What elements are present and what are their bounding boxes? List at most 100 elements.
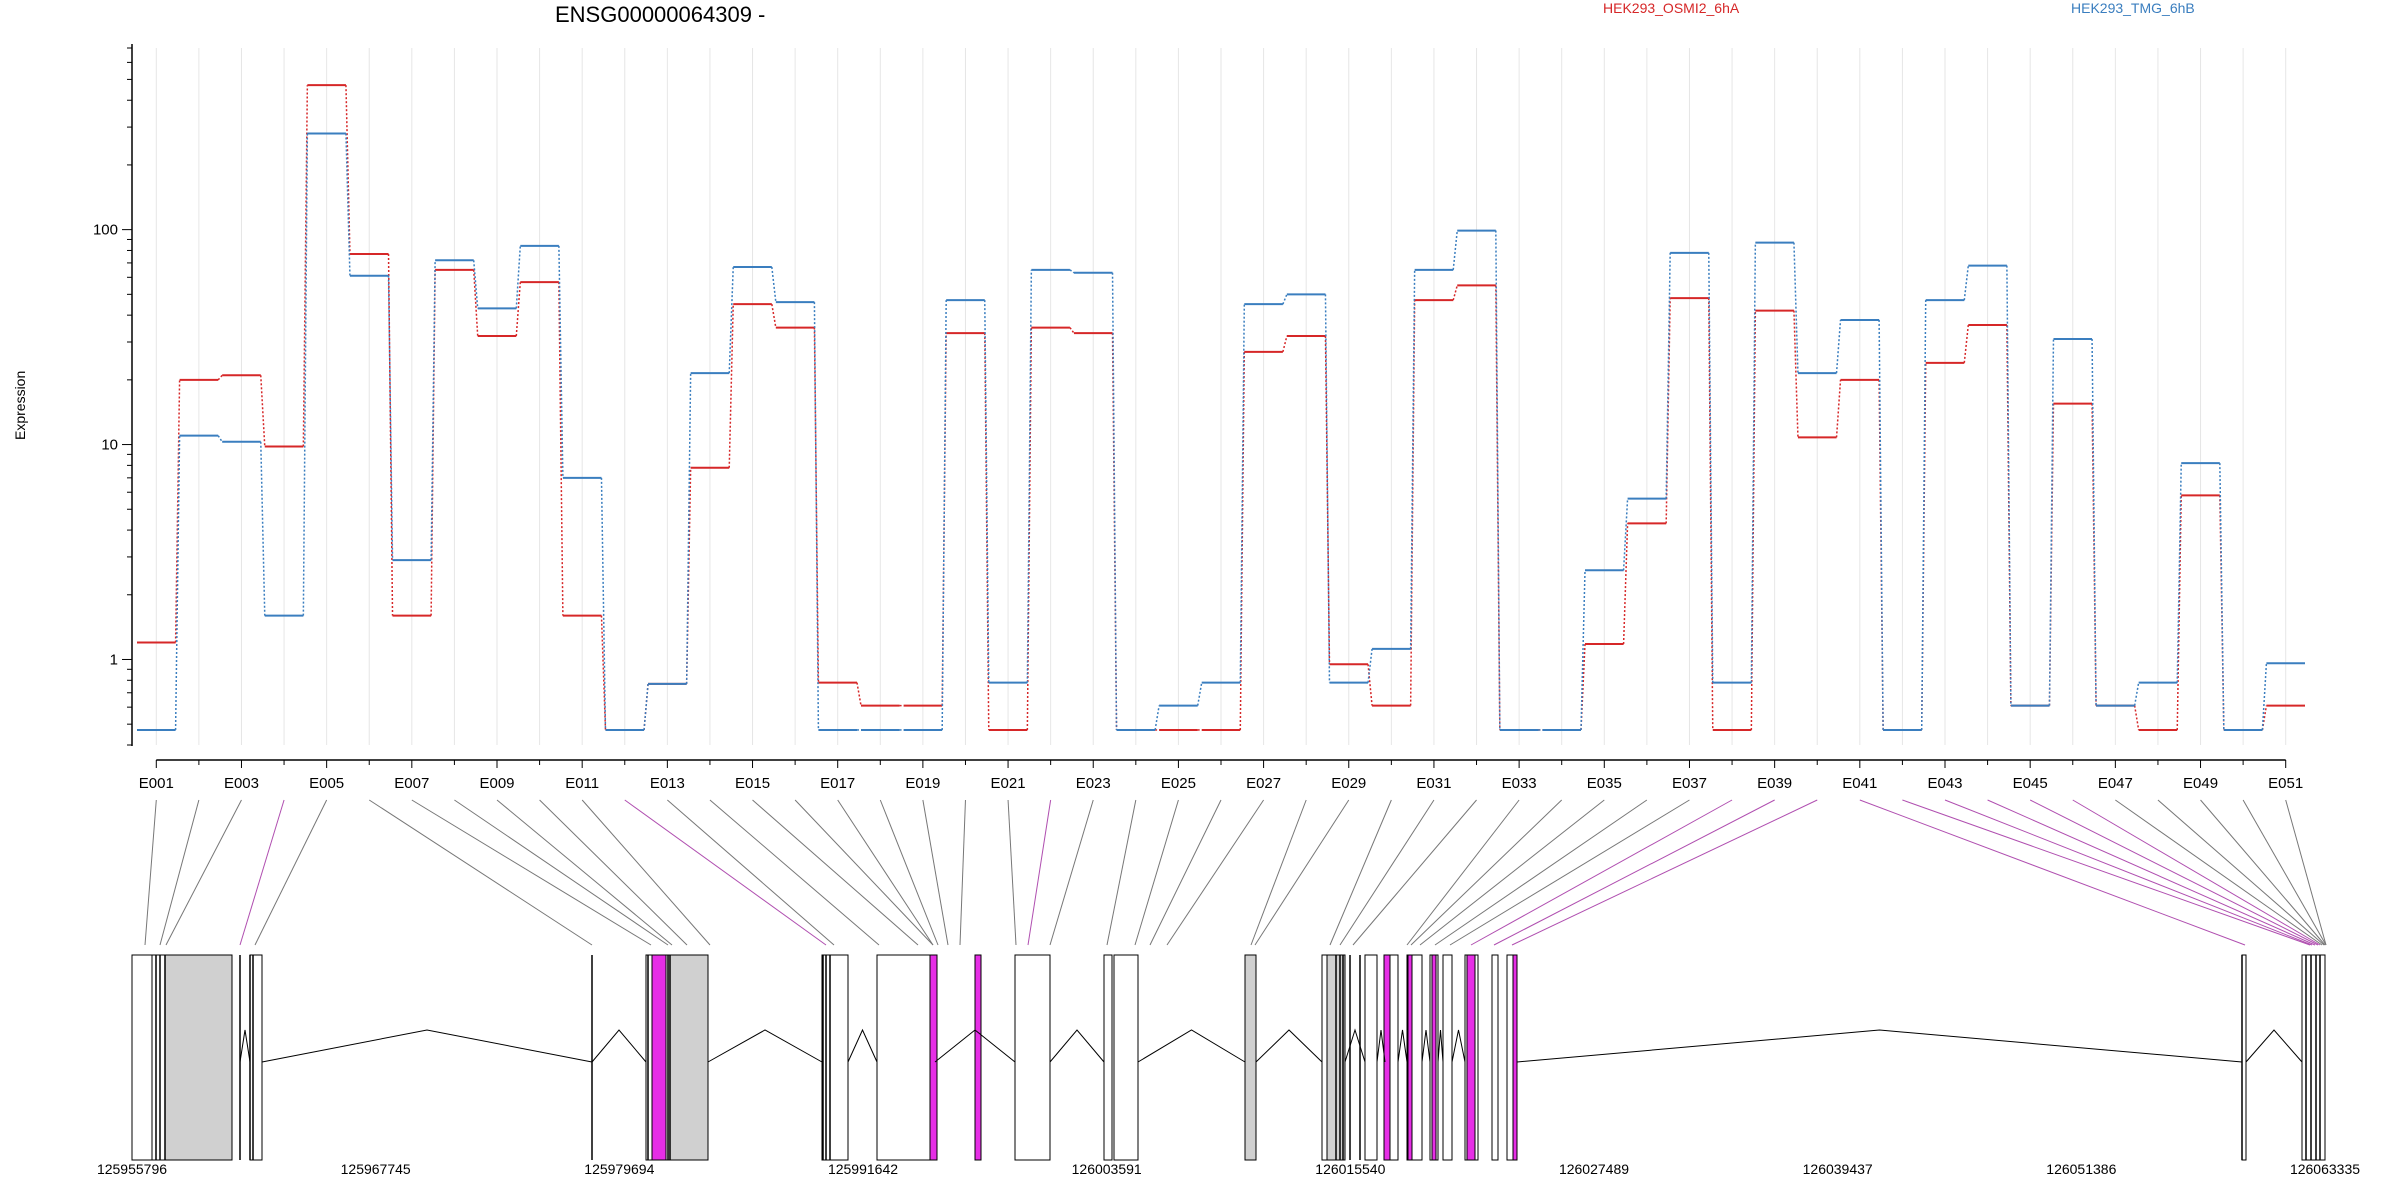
intron — [1376, 1029, 1386, 1063]
axes-layer: 1 10 100 E001 E003 E005 E007 E009 E011 E013 E015 E0… — [93, 44, 2303, 792]
x-tick-label: E045 — [2013, 775, 2048, 792]
series-connector — [472, 269, 479, 337]
series-connector — [643, 683, 649, 731]
x-tick-label: E041 — [1842, 775, 1877, 792]
exon-link — [1007, 799, 1017, 946]
exon-link — [709, 799, 880, 946]
series-connector — [174, 379, 181, 643]
exon-link-highlight — [1902, 799, 2311, 946]
exon-link-highlight — [624, 799, 827, 946]
intron — [1516, 1029, 2243, 1063]
exon-link — [539, 799, 688, 946]
series-connector — [217, 374, 223, 381]
genomic-tick-label: 126003591 — [1072, 1161, 1142, 1177]
genomic-tick-label: 125979694 — [584, 1161, 654, 1177]
series-connector — [1282, 335, 1288, 353]
series-connector — [813, 302, 820, 730]
series-connector — [2219, 463, 2225, 730]
exon-link — [1434, 799, 1648, 946]
exon-link — [1166, 799, 1265, 946]
series-connector — [1452, 230, 1458, 270]
x-tick-label: E043 — [1927, 775, 1962, 792]
intron — [1421, 1029, 1431, 1063]
intron — [1049, 1029, 1105, 1063]
series-connector — [1069, 327, 1075, 334]
exon-fill — [164, 954, 233, 1161]
series-connector — [771, 304, 777, 328]
exon-link-highlight — [1859, 799, 2246, 946]
exon-link — [1410, 799, 1563, 946]
exon-link-highlight — [239, 799, 285, 946]
exon-link — [165, 799, 242, 946]
series-connector — [1963, 265, 1970, 301]
exon-link-highlight — [1493, 799, 1775, 946]
series-connector — [1026, 269, 1033, 683]
y-tick-label: 10 — [101, 437, 118, 454]
series-connector — [1154, 705, 1160, 731]
exon-link — [1352, 799, 1477, 946]
exon-link — [496, 799, 673, 946]
x-tick-label: E029 — [1331, 775, 1366, 792]
exon-box — [1014, 954, 1051, 1161]
genomic-tick-label: 125955796 — [97, 1161, 167, 1177]
series-connector — [1878, 319, 1884, 730]
x-tick-label: E037 — [1672, 775, 1707, 792]
intron — [1255, 1029, 1323, 1063]
exon-link — [1106, 799, 1137, 946]
intron — [707, 1029, 823, 1063]
exon-link — [1049, 799, 1094, 946]
exon-link-highlight — [1987, 799, 2316, 946]
genomic-tick-label: 125967745 — [341, 1161, 411, 1177]
series-connector — [1920, 300, 1927, 730]
exon-link-highlight — [1944, 799, 2313, 946]
x-tick-label: E013 — [650, 775, 685, 792]
genomic-tick-label: 125991642 — [828, 1161, 898, 1177]
series-connector — [984, 300, 990, 683]
exon-link-highlight — [1470, 799, 1733, 946]
series-connector — [856, 682, 862, 706]
series-connector — [1367, 648, 1373, 683]
intron — [1437, 1029, 1444, 1063]
x-tick-label: E011 — [565, 775, 599, 792]
exon-link — [2242, 799, 2327, 946]
exon-box — [131, 954, 153, 1161]
exon-link — [752, 799, 919, 946]
series-connector — [2176, 495, 2182, 730]
series-connector — [1793, 310, 1799, 438]
x-tick-label: E049 — [2183, 775, 2218, 792]
series-connector — [1282, 294, 1288, 305]
exon-link — [411, 799, 652, 946]
exon-link — [454, 799, 669, 946]
series-connector — [1665, 252, 1671, 499]
series-connector — [600, 615, 607, 730]
x-tick-label: E007 — [394, 775, 429, 792]
series-connector — [2006, 265, 2012, 706]
legend-entry-b: HEK293_TMG_6hB — [2071, 0, 2195, 16]
genomic-axis-layer: 125955796 125967745 125979694 125991642 1260… — [97, 1161, 2360, 1177]
genomic-tick-label: 126027489 — [1559, 1161, 1629, 1177]
series-connector — [302, 133, 309, 616]
intron — [261, 1029, 593, 1063]
exon-box — [1103, 954, 1113, 1161]
series-connector — [771, 266, 777, 303]
exon-link — [581, 799, 711, 946]
exon-link — [2157, 799, 2325, 946]
x-tick-label: E023 — [1076, 775, 1111, 792]
exon-link — [837, 799, 934, 946]
exon-box — [1364, 954, 1378, 1161]
genomic-tick-label: 126015540 — [1315, 1161, 1385, 1177]
series-connector — [1750, 310, 1757, 730]
exon-highlight — [929, 954, 938, 1161]
exon-link — [368, 799, 593, 946]
exon-link — [879, 799, 939, 946]
x-tick-label: E035 — [1587, 775, 1622, 792]
series-connector — [1835, 379, 1842, 438]
x-tick-label: E005 — [309, 775, 344, 792]
exon-highlight — [1407, 954, 1413, 1161]
series-connector — [1793, 242, 1799, 374]
grid-layer — [155, 48, 2287, 745]
series-connector — [2048, 338, 2055, 706]
series-connector — [174, 435, 181, 730]
series-connector — [1622, 523, 1629, 645]
genomic-tick-label: 126051386 — [2046, 1161, 2116, 1177]
